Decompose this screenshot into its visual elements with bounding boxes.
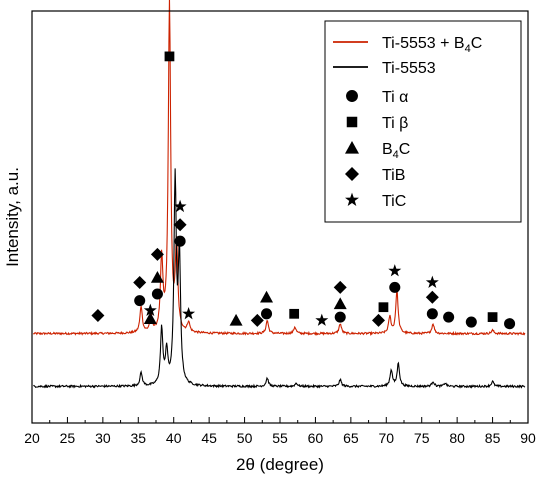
- x-tick-label: 90: [520, 430, 536, 446]
- x-tick-label: 60: [308, 430, 324, 446]
- peak-marker-diamond: [173, 218, 187, 232]
- x-tick-label: 85: [485, 430, 501, 446]
- legend-label-ti5553-b4c: Ti-5553 + B4C: [382, 35, 482, 55]
- peak-marker-circle: [443, 311, 455, 323]
- peak-marker-triangle: [333, 297, 347, 310]
- legend-label-ti5553-b4c-tail: C: [471, 35, 483, 52]
- peak-marker-star: [388, 264, 402, 277]
- x-tick-label: 30: [95, 430, 111, 446]
- peak-marker-diamond: [91, 308, 105, 322]
- x-tick-label: 40: [166, 430, 182, 446]
- x-tick-label: 80: [449, 430, 465, 446]
- peak-marker-circle: [334, 311, 346, 323]
- peak-marker-square: [164, 51, 175, 62]
- legend-box: [324, 20, 522, 223]
- peak-marker-circle: [389, 281, 401, 293]
- peak-marker-diamond: [250, 313, 264, 327]
- legend-label-tic: TiC: [382, 193, 406, 210]
- peak-marker-circle: [504, 318, 516, 330]
- x-tick-label: 20: [24, 430, 40, 446]
- peak-marker-diamond: [133, 275, 147, 289]
- legend-label-ti5553-b4c-sub: 4: [465, 43, 471, 55]
- peak-marker-diamond: [371, 313, 385, 327]
- series-line-0: [32, 0, 526, 337]
- legend-label-ti-beta: Ti β: [382, 115, 408, 132]
- peak-marker-circle: [174, 235, 186, 247]
- peak-marker-square: [289, 308, 300, 319]
- peak-marker-star: [425, 275, 439, 288]
- x-tick-label: 75: [414, 430, 430, 446]
- legend-label-b4c-main: B: [382, 141, 393, 158]
- x-tick-label: 65: [343, 430, 359, 446]
- legend-marker-list: [345, 90, 359, 206]
- x-tick-label: 50: [237, 430, 253, 446]
- peak-marker-star: [182, 306, 196, 320]
- legend-label-ti5553-b4c-main: Ti-5553 + B: [382, 35, 465, 52]
- peak-markers: [91, 51, 516, 330]
- legend-label-b4c-tail: C: [399, 141, 411, 158]
- series-line-1: [33, 168, 526, 389]
- peak-marker-square: [378, 302, 389, 313]
- x-tick-label: 45: [201, 430, 217, 446]
- peak-marker-circle: [261, 308, 273, 320]
- x-tick-label: 25: [60, 430, 76, 446]
- peak-marker-circle: [465, 316, 477, 328]
- peak-marker-diamond: [333, 280, 347, 294]
- peak-marker-circle: [426, 308, 438, 320]
- legend: Ti-5553 + B4C Ti-5553 Ti α Ti β B4C TiB …: [324, 20, 522, 223]
- legend-marker-star: [345, 192, 359, 206]
- peak-marker-diamond: [150, 247, 164, 261]
- peak-marker-circle: [151, 288, 163, 300]
- x-tick-label: 35: [130, 430, 146, 446]
- peak-marker-star: [143, 303, 157, 317]
- peak-marker-triangle: [260, 290, 274, 303]
- peak-marker-diamond: [425, 290, 439, 304]
- legend-marker-diamond: [345, 167, 359, 181]
- legend-label-ti-alpha: Ti α: [382, 89, 408, 106]
- x-axis-label: 2θ (degree): [236, 455, 324, 474]
- x-tick-label: 55: [272, 430, 288, 446]
- peak-marker-square: [487, 312, 498, 322]
- legend-label-ti5553: Ti-5553: [382, 60, 436, 77]
- legend-marker-circle: [346, 90, 358, 102]
- y-axis-label: Intensity, a.u.: [3, 167, 22, 267]
- peak-marker-triangle: [150, 271, 164, 283]
- x-tick-label: 70: [378, 430, 394, 446]
- legend-label-b4c: B4C: [382, 141, 410, 161]
- peak-marker-circle: [134, 295, 146, 307]
- legend-marker-square: [346, 116, 358, 128]
- peak-marker-triangle: [229, 313, 243, 326]
- legend-label-tib: TiB: [382, 167, 405, 184]
- peak-marker-star: [315, 313, 329, 326]
- legend-marker-triangle: [345, 141, 359, 154]
- peak-marker-star: [173, 199, 187, 213]
- plot-lines: [32, 0, 526, 389]
- legend-label-b4c-sub: 4: [393, 149, 399, 161]
- peak-marker-triangle: [143, 312, 157, 324]
- x-axis-ticks: 20 25 30 35 40 45 50 55 60 65 70 75 80 85 90: [24, 417, 536, 446]
